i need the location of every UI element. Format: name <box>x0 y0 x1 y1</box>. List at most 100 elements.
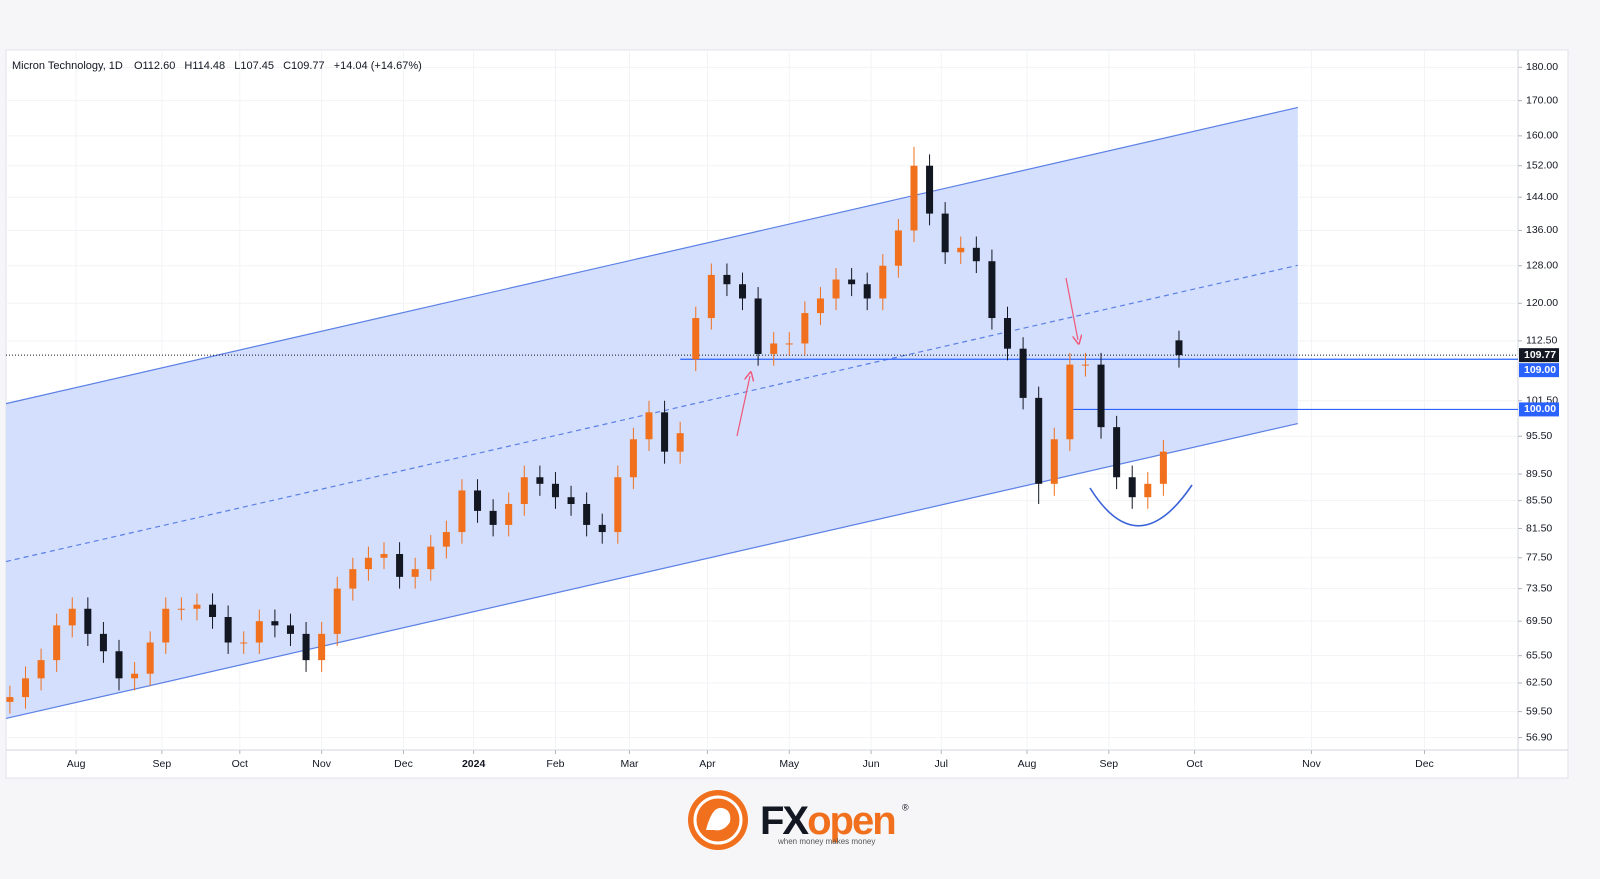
logo-registered: ® <box>902 802 909 812</box>
candle-body <box>988 261 996 319</box>
candle-body <box>692 318 700 360</box>
logo-ring <box>693 795 743 845</box>
candle-body <box>474 490 482 511</box>
candle-body <box>957 247 965 253</box>
x-tick-label: Aug <box>67 758 86 770</box>
candle-body <box>489 510 497 525</box>
candle-body <box>1144 483 1152 498</box>
candle-body <box>1113 427 1121 478</box>
candle-body <box>926 165 934 214</box>
candle-body <box>302 633 310 661</box>
candle-body <box>131 673 139 679</box>
candle-body <box>1050 439 1058 484</box>
candle-body <box>318 633 326 661</box>
candle-body <box>505 504 513 525</box>
candle-body <box>1081 364 1089 366</box>
candle-body <box>458 490 466 533</box>
channel-middle <box>5 264 1298 563</box>
candle-body <box>1019 348 1027 398</box>
x-tick-label: Oct <box>232 758 248 770</box>
candle-body <box>894 230 902 266</box>
footer-logo: FXopen ® when money makes money <box>688 790 909 850</box>
header-low: L107.45 <box>234 60 274 72</box>
candle-body <box>6 697 14 702</box>
candle-body <box>224 617 232 643</box>
candle-body <box>255 621 263 643</box>
candle-body <box>614 477 622 533</box>
price-line-layer <box>6 354 1518 411</box>
candle-body <box>754 298 762 354</box>
candle-body <box>1035 397 1043 484</box>
candle-body <box>411 569 419 577</box>
y-tick-label: 69.50 <box>1526 615 1552 627</box>
candle-body <box>84 608 92 634</box>
y-tick-label: 180.00 <box>1526 61 1558 73</box>
y-tick-label: 128.00 <box>1526 260 1558 272</box>
header-close: C109.77 <box>283 60 325 72</box>
x-tick-label: Oct <box>1186 758 1202 770</box>
candle-body <box>1003 318 1012 349</box>
x-tick-label: Sep <box>1099 758 1118 770</box>
candle-body <box>739 284 747 299</box>
x-tick-label: Sep <box>153 758 172 770</box>
candle-body <box>536 477 544 484</box>
candle-body <box>848 279 856 285</box>
x-tick-label: Mar <box>620 758 639 770</box>
channel-upper <box>5 106 1298 405</box>
candle-body <box>941 213 949 253</box>
candle-body <box>770 343 778 354</box>
y-tick-label: 95.50 <box>1526 430 1552 442</box>
price-label: 109.00 <box>1524 364 1556 376</box>
channel-lower <box>5 422 1298 720</box>
x-tick-label: Jul <box>935 758 948 770</box>
candle-body <box>723 274 731 285</box>
candle-body <box>396 554 404 577</box>
header-change: +14.04 (+14.67%) <box>334 60 422 72</box>
candle-body <box>68 608 76 626</box>
logo-open: open <box>807 799 895 843</box>
candle-body <box>1066 364 1074 440</box>
candle-body <box>286 625 294 634</box>
x-tick-label: May <box>779 758 800 770</box>
y-tick-label: 56.90 <box>1526 731 1552 743</box>
y-tick-label: 73.50 <box>1526 582 1552 594</box>
price-label-box <box>1519 363 1559 378</box>
candle-body <box>380 554 388 558</box>
candle-body <box>349 569 357 589</box>
candle-body <box>801 313 809 344</box>
candle-body <box>99 633 107 652</box>
y-tick-label: 112.50 <box>1526 335 1557 347</box>
candle-body <box>240 642 248 644</box>
x-tick-label: Dec <box>1415 758 1434 770</box>
y-tick-label: 136.00 <box>1526 224 1558 236</box>
candle-body <box>1097 364 1105 428</box>
logo-tagline: when money makes money <box>777 837 875 846</box>
chart-header: Micron Technology, 1D O112.60 H114.48 L1… <box>12 60 422 72</box>
candle-body <box>567 497 575 505</box>
y-tick-label: 152.00 <box>1526 160 1558 172</box>
price-label: 100.00 <box>1524 403 1556 415</box>
candle-body <box>1159 451 1167 484</box>
price-label-box <box>1519 402 1559 417</box>
candle-body <box>146 642 154 674</box>
x-tick-label: Nov <box>1302 758 1321 770</box>
candle-body <box>629 439 637 478</box>
candle-body <box>707 274 715 319</box>
logo-text: FXopen <box>760 799 895 843</box>
y-tick-label: 89.50 <box>1526 468 1552 480</box>
arrow-up <box>736 376 750 437</box>
x-tick-label: Apr <box>699 758 716 770</box>
candle-body <box>520 477 528 505</box>
logo-fx: FX <box>760 799 809 843</box>
candle-body <box>193 604 201 609</box>
arrow-down <box>1065 277 1078 340</box>
candle-body <box>21 678 29 698</box>
symbol-title: Micron Technology, 1D <box>12 60 123 72</box>
y-tick-label: 120.00 <box>1526 297 1558 309</box>
candle-body <box>832 279 840 299</box>
candle-body <box>162 608 170 643</box>
candle-body <box>271 621 279 626</box>
candle-body <box>37 660 45 679</box>
y-tick-label: 170.00 <box>1526 94 1558 106</box>
candle-body <box>442 532 450 547</box>
